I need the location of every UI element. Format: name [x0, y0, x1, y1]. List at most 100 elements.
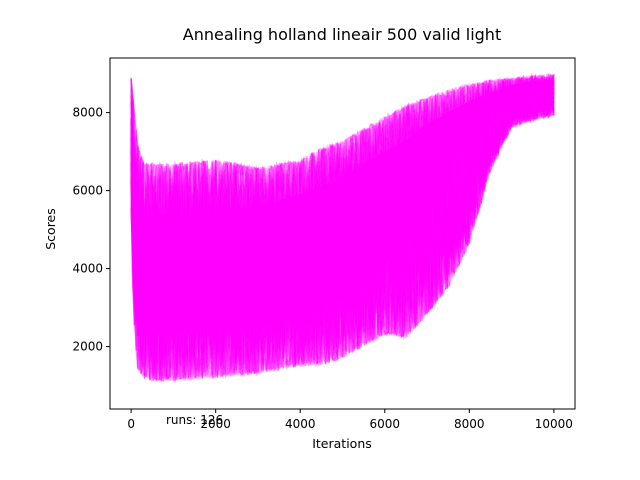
x-tick-label: 8000 [454, 417, 485, 431]
run-line [130, 73, 555, 262]
run-line [130, 77, 555, 298]
run-line [130, 88, 555, 351]
run-line [130, 75, 555, 290]
run-line [130, 98, 555, 379]
runs-series-layer [130, 72, 555, 383]
run-line [130, 89, 555, 359]
run-line [130, 96, 554, 383]
run-line [130, 89, 555, 353]
run-line [130, 78, 555, 312]
run-line [130, 73, 555, 270]
x-tick-label: 6000 [369, 417, 400, 431]
run-line [130, 96, 555, 381]
run-line [130, 86, 555, 363]
run-line [131, 77, 555, 307]
run-line [130, 77, 555, 306]
y-tick-label: 8000 [72, 106, 103, 120]
run-line [130, 88, 555, 356]
run-line [130, 94, 555, 352]
run-line [130, 76, 555, 294]
run-line [130, 82, 555, 326]
run-line [130, 73, 555, 291]
run-line [130, 80, 555, 316]
run-line [130, 76, 555, 310]
run-line [130, 74, 555, 271]
run-line [130, 77, 555, 302]
run-line [130, 81, 555, 331]
run-line [130, 73, 555, 267]
run-line [130, 96, 555, 382]
run-line [130, 80, 555, 322]
run-line [130, 98, 555, 383]
run-line [130, 96, 555, 382]
run-line [130, 92, 555, 379]
run-line [130, 97, 555, 382]
run-line [130, 89, 555, 365]
run-line [130, 92, 555, 379]
run-line [130, 98, 555, 383]
run-line [130, 96, 555, 382]
run-line [130, 92, 555, 370]
run-line [130, 72, 555, 269]
chart-title: Annealing holland lineair 500 valid ligh… [183, 25, 501, 44]
run-line [130, 76, 555, 293]
run-line [130, 75, 555, 286]
run-line [130, 90, 555, 373]
runs-density-core [131, 79, 554, 335]
run-line [130, 86, 555, 349]
run-line [130, 73, 555, 262]
run-line [130, 92, 555, 370]
run-line [130, 94, 554, 381]
run-line [130, 74, 555, 268]
run-line [130, 97, 555, 380]
run-line [130, 75, 555, 265]
run-line [130, 88, 555, 357]
run-line [130, 98, 555, 382]
run-line [130, 77, 555, 298]
run-line [130, 74, 555, 258]
run-line [130, 95, 555, 383]
y-tick-label: 2000 [72, 340, 103, 354]
run-line [130, 75, 555, 286]
run-line [130, 77, 555, 325]
run-line [130, 77, 555, 310]
run-line [130, 97, 555, 380]
run-line [130, 73, 555, 265]
run-line [130, 74, 555, 265]
run-line [130, 75, 555, 265]
plot-frame [109, 57, 576, 410]
run-line [130, 90, 555, 369]
run-line [130, 91, 555, 366]
run-line [130, 96, 555, 381]
run-line [130, 86, 555, 357]
run-line [130, 97, 555, 381]
run-line [130, 98, 555, 382]
run-line [130, 73, 555, 271]
run-line [130, 94, 555, 382]
x-tick-label: 0 [127, 417, 135, 431]
run-line [130, 84, 555, 346]
run-line [130, 82, 555, 326]
run-line [130, 80, 555, 316]
y-axis-label: Scores [43, 208, 58, 250]
run-line [130, 73, 555, 271]
run-line [130, 88, 555, 357]
runs-annotation: runs: 126 [166, 413, 223, 427]
run-line [130, 84, 555, 337]
run-line [130, 75, 555, 286]
run-line [130, 95, 555, 373]
run-line [130, 73, 555, 267]
run-line [130, 91, 554, 360]
run-line [130, 96, 555, 382]
run-line [130, 92, 555, 379]
run-line [130, 89, 555, 364]
run-line [130, 74, 555, 302]
run-line [130, 76, 555, 293]
run-line [130, 77, 555, 283]
run-line [130, 95, 555, 381]
run-line [130, 88, 555, 360]
run-line [130, 74, 555, 299]
x-tick-label: 4000 [285, 417, 316, 431]
run-line [130, 97, 555, 382]
run-line [130, 72, 555, 293]
